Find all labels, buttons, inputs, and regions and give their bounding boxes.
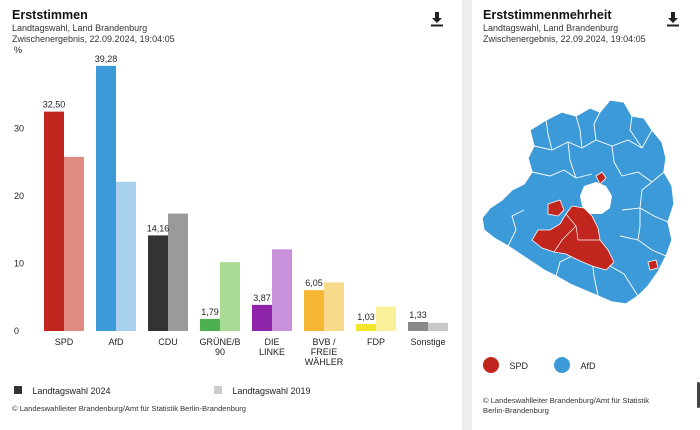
bar-2019[interactable]	[272, 249, 292, 331]
y-unit-label: %	[14, 45, 22, 55]
bar-2024[interactable]	[200, 318, 220, 331]
map-panel: Erststimmenmehrheit Landtagswahl, Land B…	[472, 0, 700, 430]
bar-value-label: 32,50	[43, 100, 66, 110]
x-tick-label: GRÜNE/B	[199, 337, 240, 347]
map-legend-swatch-spd	[483, 356, 499, 373]
bar-2019[interactable]	[428, 322, 448, 331]
map-subtitle: Landtagswahl, Land Brandenburg Zwischene…	[483, 23, 646, 45]
legend-item-2019: Landtagswahl 2019	[214, 381, 311, 399]
map-region-spd-north[interactable]	[595, 171, 607, 185]
x-tick-label: 90	[215, 347, 225, 357]
map-legend-label-afd: AfD	[580, 361, 596, 371]
bar-2024[interactable]	[252, 304, 272, 331]
x-tick-label: SPD	[55, 337, 74, 347]
x-tick-label: FREIE	[311, 347, 338, 357]
bar-value-label: 1,03	[357, 312, 375, 322]
map-legend-afd: AfD	[554, 356, 595, 374]
bar-value-label: 3,87	[253, 293, 271, 303]
bar-chart-panel: Erststimmen Landtagswahl, Land Brandenbu…	[0, 0, 462, 430]
chart-subtitle-line-1: Landtagswahl, Land Brandenburg	[12, 23, 148, 33]
map-subtitle-line-1: Landtagswahl, Land Brandenburg	[483, 23, 619, 33]
x-tick-label: Sonstige	[410, 337, 445, 347]
bar-2019[interactable]	[220, 262, 240, 331]
bar-2024[interactable]	[148, 235, 168, 331]
bar-2024[interactable]	[408, 322, 428, 331]
bar-value-label: 1,33	[409, 310, 427, 320]
y-tick-label: 20	[14, 191, 24, 201]
chart-subtitle: Landtagswahl, Land Brandenburg Zwischene…	[12, 23, 175, 45]
chart-title: Erststimmen	[12, 8, 88, 22]
x-tick-label: BVB /	[312, 337, 336, 347]
map-berlin	[580, 182, 612, 214]
bar-2024[interactable]	[356, 324, 376, 331]
map-copyright-note: © Landeswahlleiter Brandenburg/Amt für S…	[483, 396, 649, 416]
bar-2024[interactable]	[96, 65, 116, 332]
map-legend-swatch-afd	[554, 356, 570, 373]
y-axis: 0 10 20 30	[14, 124, 24, 337]
map-copyright-line-2: Berlin-Brandenburg	[483, 406, 549, 415]
legend-swatch-2019	[214, 385, 222, 394]
x-tick-label: WÄHLER	[305, 357, 344, 367]
chart-subtitle-line-2: Zwischenergebnis, 22.09.2024, 19:04:05	[12, 34, 175, 44]
map-region-spd-havel[interactable]	[547, 199, 565, 217]
brandenburg-district-map[interactable]	[472, 90, 700, 320]
bar-value-label: 14,16	[147, 223, 170, 233]
download-icon[interactable]	[666, 11, 680, 27]
spd-district-borders	[553, 213, 600, 253]
map-subtitle-line-2: Zwischenergebnis, 22.09.2024, 19:04:05	[483, 34, 646, 44]
copyright-note: © Landeswahlleiter Brandenburg/Amt für S…	[12, 404, 246, 413]
bar-chart: % 0 10 20 30 32,50 39,28 14,16 1,79 3,87 6,05 1,0…	[14, 45, 448, 367]
bar-value-label: 6,05	[305, 278, 323, 288]
x-tick-label: AfD	[108, 337, 124, 347]
bar-value-label: 39,28	[95, 54, 118, 64]
map-copyright-line-1: © Landeswahlleiter Brandenburg/Amt für S…	[483, 396, 649, 405]
bars: 32,50 39,28 14,16 1,79 3,87 6,05 1,03 1,33	[43, 54, 448, 332]
x-tick-label: LINKE	[259, 347, 285, 357]
bar-2019[interactable]	[376, 306, 396, 331]
download-icon[interactable]	[430, 11, 444, 27]
map-legend-label-spd: SPD	[509, 361, 528, 371]
legend-label-2019: Landtagswahl 2019	[232, 386, 311, 396]
y-tick-label: 30	[14, 124, 24, 134]
bar-2019[interactable]	[324, 282, 344, 331]
map-legend-spd: SPD	[483, 356, 528, 374]
map-region-spd-cottbus[interactable]	[647, 259, 659, 271]
x-tick-label: DIE	[264, 337, 279, 347]
legend-label-2024: Landtagswahl 2024	[32, 386, 111, 396]
bar-value-label: 1,79	[201, 307, 219, 317]
y-tick-label: 10	[14, 259, 24, 269]
map-region-spd-south-west[interactable]	[531, 205, 615, 271]
x-tick-label: CDU	[158, 337, 178, 347]
legend-item-2024: Landtagswahl 2024	[14, 381, 111, 399]
bar-2024[interactable]	[304, 290, 324, 331]
map-region-afd[interactable]	[481, 99, 675, 305]
map-title: Erststimmenmehrheit	[483, 8, 612, 22]
bar-2019[interactable]	[116, 181, 136, 331]
legend-swatch-2024	[14, 385, 22, 394]
bar-2019[interactable]	[64, 156, 84, 331]
y-tick-label: 0	[14, 326, 19, 336]
x-tick-label: FDP	[367, 337, 385, 347]
bar-2024[interactable]	[44, 111, 64, 331]
bar-2019[interactable]	[168, 213, 188, 331]
scrollbar[interactable]	[697, 382, 700, 408]
